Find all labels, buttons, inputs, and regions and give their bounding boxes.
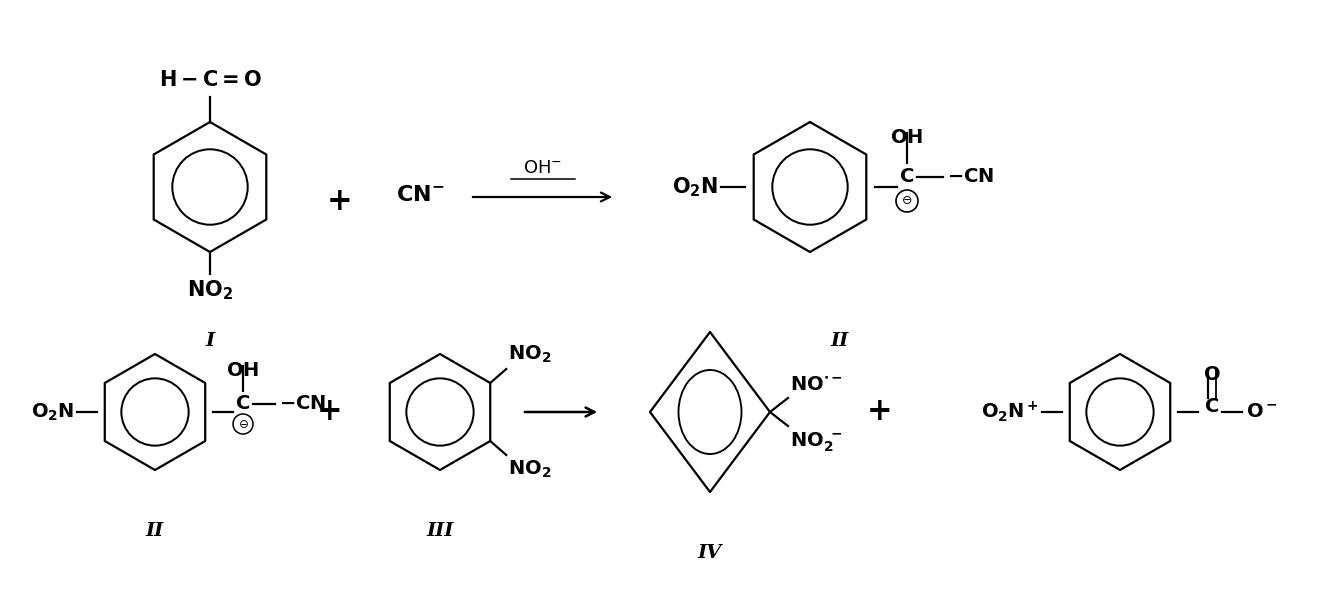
Text: II: II [146,522,164,540]
Text: $\mathbf{O_2N}$: $\mathbf{O_2N}$ [672,175,719,199]
Text: $\mathbf{-CN}$: $\mathbf{-CN}$ [947,168,994,186]
Text: +: + [328,186,353,217]
Text: $\ominus$: $\ominus$ [238,418,248,430]
Text: $\mathbf{O^-}$: $\mathbf{O^-}$ [1246,403,1277,421]
Text: $\mathbf{C}$: $\mathbf{C}$ [1205,398,1219,416]
Text: III: III [426,522,454,540]
Text: $\mathbf{NO_2}$: $\mathbf{NO_2}$ [187,278,234,302]
Text: $\mathbf{H-C=O}$: $\mathbf{H-C=O}$ [158,70,262,90]
Text: $\mathbf{NO_2}$: $\mathbf{NO_2}$ [508,344,552,365]
Text: $\mathbf{C}$: $\mathbf{C}$ [900,168,915,186]
Text: $\mathrm{OH^{-}}$: $\mathrm{OH^{-}}$ [522,159,563,177]
Text: +: + [317,396,342,427]
Text: $\mathbf{OH}$: $\mathbf{OH}$ [890,129,924,147]
Text: $\mathbf{O_2N^+}$: $\mathbf{O_2N^+}$ [980,399,1039,424]
Text: II: II [831,332,849,350]
Text: $\mathbf{NO_2}$: $\mathbf{NO_2}$ [508,459,552,480]
Text: +: + [868,396,893,427]
Text: $\mathbf{O}$: $\mathbf{O}$ [1203,366,1221,384]
Text: IV: IV [698,544,723,562]
Text: $\mathbf{OH}$: $\mathbf{OH}$ [227,362,259,380]
Text: $\mathbf{C}$: $\mathbf{C}$ [235,395,251,413]
Text: $\mathbf{CN^{-}}$: $\mathbf{CN^{-}}$ [396,184,445,206]
Text: $\mathbf{O_2N}$: $\mathbf{O_2N}$ [31,401,74,422]
Text: $\ominus$: $\ominus$ [901,194,913,208]
Text: $\mathbf{-CN}$: $\mathbf{-CN}$ [279,395,326,413]
Text: $\mathbf{NO^{\cdot -}}$: $\mathbf{NO^{\cdot -}}$ [790,376,843,394]
Text: $\mathbf{NO_2^{\ -}}$: $\mathbf{NO_2^{\ -}}$ [790,430,842,453]
Text: I: I [205,332,215,350]
